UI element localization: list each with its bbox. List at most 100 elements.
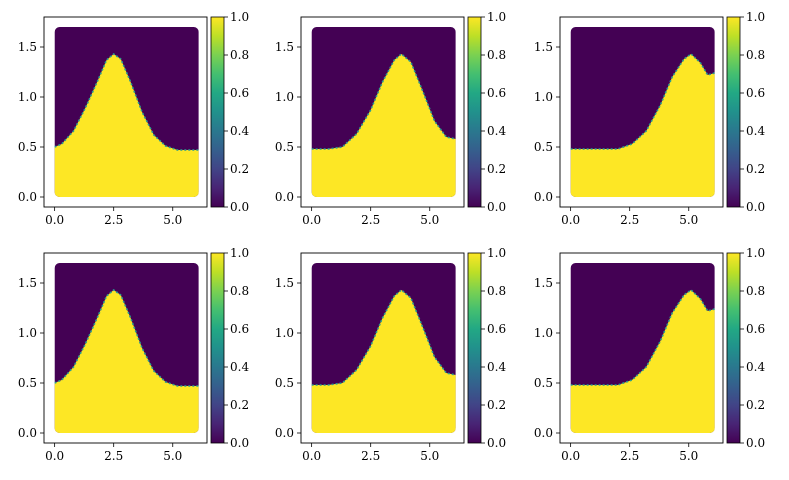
colorbar-tick-label: 1.0 — [230, 246, 249, 260]
y-tick-label: 0.5 — [534, 376, 553, 390]
x-tick-label: 0.0 — [561, 213, 580, 227]
high-region — [54, 290, 199, 433]
colorbar-tick-label: 0.4 — [230, 124, 249, 138]
colorbar-tick-label: 0.6 — [746, 86, 765, 100]
axes-frame — [300, 252, 465, 444]
colorbar-tick-label: 0.4 — [230, 360, 249, 374]
y-tick-label: 0.5 — [18, 140, 37, 154]
panel-3: 0.0 2.5 5.0 0.0 0.5 1.0 1.5 0.0 0.2 0.4 0.6 0.8 1.0 — [534, 10, 766, 227]
x-tick-label: 0.0 — [45, 213, 64, 227]
colorbar-tick-label: 0.8 — [230, 48, 249, 62]
panel-2: 0.0 2.5 5.0 0.0 0.5 1.0 1.5 0.0 0.2 0.4 0.6 0.8 1.0 — [275, 10, 507, 227]
colorbar — [467, 16, 482, 208]
colorbar-tick-label: 0.0 — [487, 436, 506, 450]
y-tick-label: 1.0 — [275, 90, 294, 104]
x-tick-label: 2.5 — [104, 213, 123, 227]
x-tick-label: 5.0 — [420, 213, 439, 227]
y-tick-label: 1.0 — [275, 326, 294, 340]
colorbar-tick-label: 1.0 — [487, 10, 506, 24]
colorbar — [726, 252, 741, 444]
x-tick-label: 2.5 — [620, 213, 639, 227]
colorbar-tick-label: 0.6 — [746, 322, 765, 336]
y-tick-label: 0.0 — [275, 426, 294, 440]
field-5 — [311, 263, 456, 433]
x-tick-label: 5.0 — [420, 449, 439, 463]
colorbar-tick-label: 0.8 — [487, 48, 506, 62]
colorbar — [467, 252, 482, 444]
colorbar-tick-label: 0.8 — [746, 48, 765, 62]
colorbar-tick-label: 1.0 — [230, 10, 249, 24]
colorbar-tick-label: 1.0 — [746, 10, 765, 24]
colorbar — [726, 16, 741, 208]
high-region — [311, 54, 456, 197]
y-tick-label: 1.0 — [534, 326, 553, 340]
y-tick-label: 0.5 — [275, 140, 294, 154]
x-tick-label: 5.0 — [163, 449, 182, 463]
field-4 — [54, 263, 199, 433]
y-tick-label: 1.0 — [18, 326, 37, 340]
x-tick-label: 0.0 — [302, 449, 321, 463]
field-1 — [54, 27, 199, 197]
colorbar-tick-label: 0.6 — [487, 322, 506, 336]
y-tick-label: 0.5 — [18, 376, 37, 390]
colorbar-tick-label: 0.8 — [487, 284, 506, 298]
colorbar-tick-label: 0.0 — [746, 200, 765, 214]
y-tick-label: 0.5 — [275, 376, 294, 390]
colorbar-tick-label: 0.2 — [746, 162, 765, 176]
high-region — [54, 54, 199, 197]
colorbar-tick-label: 1.0 — [746, 246, 765, 260]
panel-6: 0.0 2.5 5.0 0.0 0.5 1.0 1.5 0.0 0.2 0.4 0.6 0.8 1.0 — [534, 246, 766, 463]
colorbar-tick-label: 0.0 — [230, 436, 249, 450]
field-3 — [570, 27, 715, 197]
colorbar — [210, 16, 225, 208]
panels: 0.0 2.5 5.00.00.51.01.50.00.20.40.60.81.00… — [18, 10, 766, 463]
y-tick-label: 1.0 — [18, 90, 37, 104]
colorbar-tick-label: 0.6 — [230, 86, 249, 100]
y-tick-label: 1.5 — [275, 276, 294, 290]
axes-frame — [43, 252, 208, 444]
x-tick-label: 0.0 — [561, 449, 580, 463]
x-tick-label: 2.5 — [104, 449, 123, 463]
colorbar-tick-label: 0.4 — [487, 124, 506, 138]
y-tick-label: 0.0 — [534, 426, 553, 440]
colorbar-tick-label: 0.4 — [746, 360, 765, 374]
y-tick-label: 0.5 — [534, 140, 553, 154]
colorbar — [210, 252, 225, 444]
x-tick-label: 5.0 — [679, 449, 698, 463]
colorbar-tick-label: 0.0 — [230, 200, 249, 214]
y-tick-label: 1.5 — [275, 40, 294, 54]
colorbar-tick-label: 0.4 — [487, 360, 506, 374]
high-region — [570, 54, 715, 197]
colorbar-tick-label: 0.0 — [746, 436, 765, 450]
panel-4: 0.0 2.5 5.0 0.0 0.5 1.0 1.5 0.0 0.2 0.4 0.6 0.8 1.0 — [18, 246, 250, 463]
colorbar-tick-label: 0.2 — [230, 162, 249, 176]
x-tick-label: 0.0 — [302, 213, 321, 227]
x-tick-label: 2.5 — [361, 449, 380, 463]
colorbar-tick-label: 0.2 — [487, 398, 506, 412]
x-tick-label: 0.0 — [45, 449, 64, 463]
colorbar-tick-label: 0.2 — [487, 162, 506, 176]
colorbar-tick-label: 0.8 — [230, 284, 249, 298]
colorbar-tick-label: 0.6 — [487, 86, 506, 100]
y-tick-label: 1.5 — [534, 40, 553, 54]
interface-line — [54, 52, 199, 151]
field-6 — [570, 263, 715, 433]
y-tick-label: 1.5 — [18, 40, 37, 54]
x-tick-label: 2.5 — [620, 449, 639, 463]
colorbar-tick-label: 0.8 — [746, 284, 765, 298]
colorbar-tick-label: 0.2 — [746, 398, 765, 412]
axes-frame — [559, 16, 724, 208]
interface-line — [311, 52, 456, 150]
colorbar-tick-label: 1.0 — [487, 246, 506, 260]
colorbar-tick-label: 0.6 — [230, 322, 249, 336]
y-tick-label: 0.0 — [18, 190, 37, 204]
y-tick-label: 1.5 — [534, 276, 553, 290]
axes-frame — [559, 252, 724, 444]
panel-1: 0.0 2.5 5.0 0.0 0.5 1.0 1.5 0.0 0.2 0.4 0.6 0.8 1.0 — [18, 10, 250, 227]
colorbar-tick-label: 0.0 — [487, 200, 506, 214]
colorbar-tick-label: 0.2 — [230, 398, 249, 412]
x-tick-label: 5.0 — [679, 213, 698, 227]
x-tick-label: 5.0 — [163, 213, 182, 227]
y-tick-label: 1.5 — [18, 276, 37, 290]
